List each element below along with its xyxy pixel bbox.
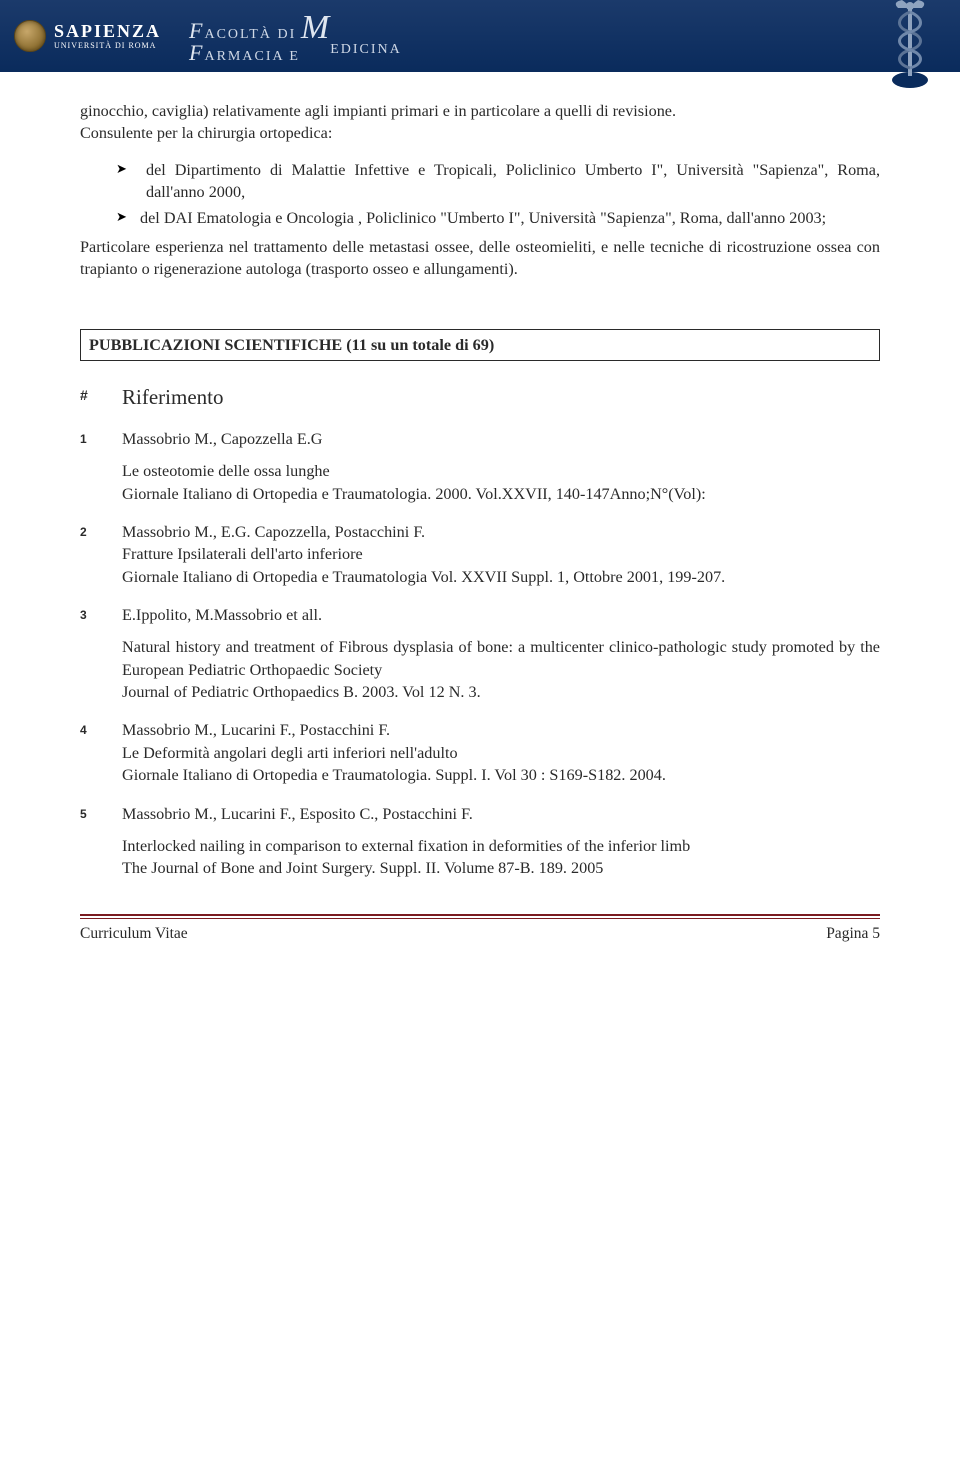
sapienza-seal-icon — [14, 20, 46, 52]
intro-p2: Consulente per la chirurgia ortopedica: — [80, 122, 880, 144]
pub-title: Fratture Ipsilaterali dell'arto inferior… — [122, 543, 880, 565]
footer-left: Curriculum Vitae — [80, 925, 188, 943]
publications-table: # Riferimento 1 Massobrio M., Capozzella… — [80, 383, 880, 880]
pub-entry: Massobrio M., Lucarini F., Postacchini F… — [122, 719, 880, 786]
pub-entry: Massobrio M., Lucarini F., Esposito C., … — [122, 803, 880, 880]
pub-number: 4 — [80, 719, 108, 786]
pub-title: Interlocked nailing in comparison to ext… — [122, 835, 880, 857]
university-subtitle: UNIVERSITÀ DI ROMA — [54, 42, 161, 50]
intro-p3: Particolare esperienza nel trattamento d… — [80, 236, 880, 281]
caduceus-icon — [888, 0, 932, 94]
faculty-line2: ARMACIA E — [204, 49, 299, 64]
header-banner: SAPIENZA UNIVERSITÀ DI ROMA FACOLTÀ DI F… — [0, 0, 960, 72]
page-footer: Curriculum Vitae Pagina 5 — [0, 925, 960, 969]
pub-title: Le osteotomie delle ossa lunghe — [122, 460, 880, 482]
university-name: SAPIENZA — [54, 22, 161, 40]
bullet-item: del DAI Ematologia e Oncologia , Policli… — [116, 207, 880, 229]
pub-journal: Journal of Pediatric Orthopaedics B. 200… — [122, 681, 880, 703]
faculty-line3: EDICINA — [330, 42, 402, 58]
pub-journal: Giornale Italiano di Ortopedia e Traumat… — [122, 483, 880, 505]
page-body: ginocchio, caviglia) relativamente agli … — [0, 72, 960, 890]
faculty-name: FACOLTÀ DI FARMACIA E M EDICINA — [189, 9, 404, 64]
footer-right: Pagina 5 — [826, 925, 880, 943]
pub-entry: E.Ippolito, M.Massobrio et all. Natural … — [122, 604, 880, 703]
pub-title: Natural history and treatment of Fibrous… — [122, 636, 880, 681]
bullet-list: del Dipartimento di Malattie Infettive e… — [116, 159, 880, 230]
footer-rule-thin — [80, 918, 880, 919]
sapienza-text: SAPIENZA UNIVERSITÀ DI ROMA — [54, 22, 161, 50]
pub-author: E.Ippolito, M.Massobrio et all. — [122, 604, 880, 626]
col-riferimento: Riferimento — [122, 383, 880, 412]
pub-number: 2 — [80, 521, 108, 588]
faculty-initial-m: M — [301, 9, 329, 47]
pub-number: 5 — [80, 803, 108, 880]
pub-author: Massobrio M., E.G. Capozzella, Postacchi… — [122, 521, 880, 543]
pub-journal: Giornale Italiano di Ortopedia e Traumat… — [122, 566, 880, 588]
pub-entry: Massobrio M., Capozzella E.G Le osteotom… — [122, 428, 880, 505]
pub-number: 1 — [80, 428, 108, 505]
faculty-initial-f2: F — [189, 40, 204, 65]
pub-author: Massobrio M., Lucarini F., Postacchini F… — [122, 719, 880, 741]
pub-journal: The Journal of Bone and Joint Surgery. S… — [122, 857, 880, 879]
pub-author: Massobrio M., Capozzella E.G — [122, 428, 880, 450]
col-hash: # — [80, 383, 108, 412]
pub-author: Massobrio M., Lucarini F., Esposito C., … — [122, 803, 880, 825]
footer-rule-thick — [80, 914, 880, 916]
pub-title: Le Deformità angolari degli arti inferio… — [122, 742, 880, 764]
intro-p1: ginocchio, caviglia) relativamente agli … — [80, 100, 880, 122]
sapienza-logo: SAPIENZA UNIVERSITÀ DI ROMA — [14, 20, 161, 52]
bullet-item: del Dipartimento di Malattie Infettive e… — [116, 159, 880, 204]
faculty-line1: ACOLTÀ DI — [204, 27, 296, 42]
section-heading: PUBBLICAZIONI SCIENTIFICHE (11 su un tot… — [80, 329, 880, 361]
pub-journal: Giornale Italiano di Ortopedia e Traumat… — [122, 764, 880, 786]
pub-number: 3 — [80, 604, 108, 703]
pub-entry: Massobrio M., E.G. Capozzella, Postacchi… — [122, 521, 880, 588]
